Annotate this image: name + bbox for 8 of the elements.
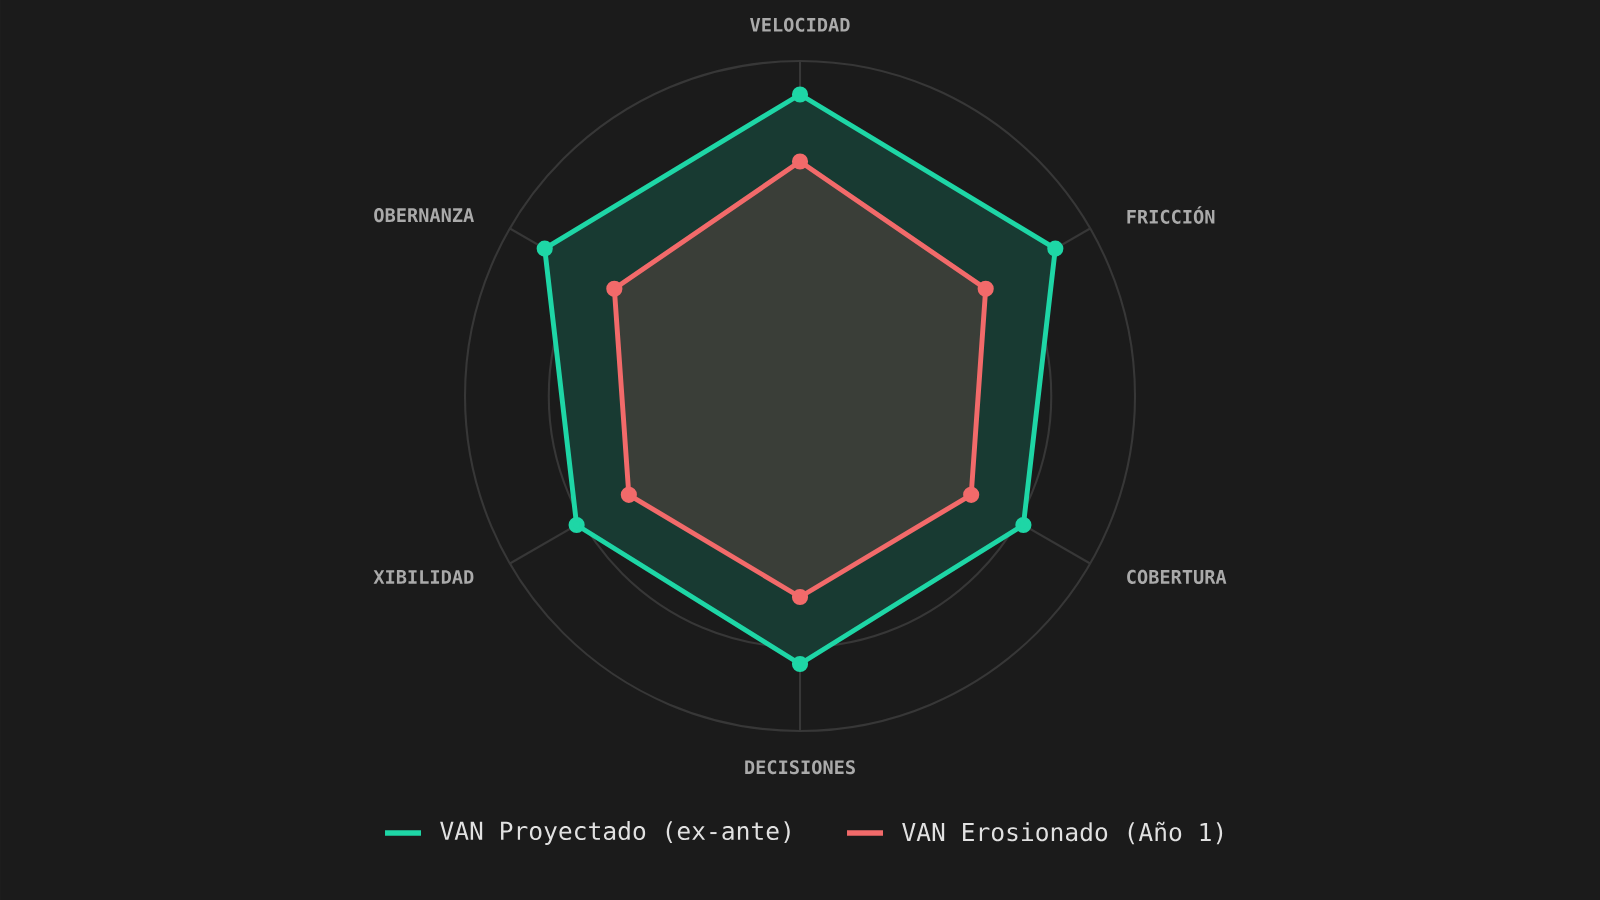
spoke-label: OBERNANZA: [374, 208, 474, 223]
legend-label: VAN Erosionado (Año 1): [902, 821, 1223, 845]
spoke-label: DECISIONES: [745, 760, 855, 775]
spoke-label: XIBILIDAD: [373, 570, 474, 584]
spoke-label: COBERTURA: [1127, 569, 1227, 584]
spoke-label: VELOCIDAD: [750, 17, 850, 32]
spoke-label: FRICCIÓN: [1127, 206, 1215, 224]
legend-label: VAN Proyectado (ex-ante): [440, 821, 790, 845]
